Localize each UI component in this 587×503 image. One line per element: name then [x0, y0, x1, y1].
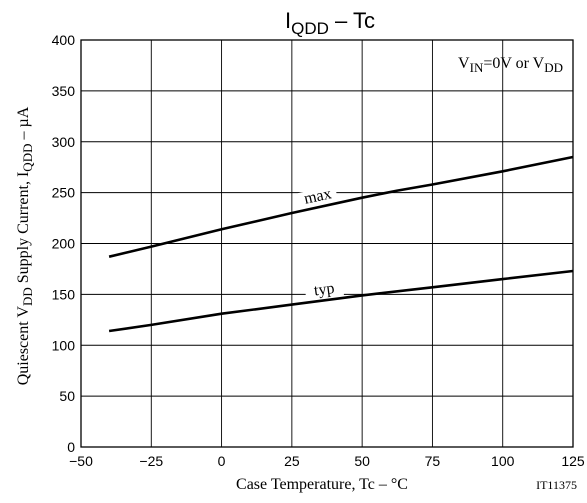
chart-title: IQDD – Tc [285, 8, 375, 38]
y-tick-label: 100 [52, 337, 76, 353]
y-tick-label: 400 [52, 32, 76, 48]
figure-code: IT11375 [536, 478, 577, 492]
y-tick-label: 250 [52, 185, 76, 201]
y-tick-label: 200 [52, 236, 76, 252]
test-condition: VIN=0V or VDD [458, 55, 563, 75]
x-tick-label: −25 [139, 453, 163, 469]
series-label-bg [297, 185, 338, 208]
x-tick-label: 25 [284, 453, 300, 469]
x-axis-label: Case Temperature, Tc – °C [236, 476, 408, 493]
y-tick-label: 50 [59, 388, 75, 404]
y-tick-label: 300 [52, 134, 76, 150]
x-tick-label: 125 [561, 453, 585, 469]
series-label-max: max [303, 185, 333, 207]
y-tick-label: 150 [52, 286, 76, 302]
series-group: max typ [108, 155, 574, 333]
y-tick-label: 350 [52, 83, 76, 99]
series-label-typ: typ [313, 280, 335, 299]
y-tick-label: 0 [67, 439, 75, 455]
x-tick-label: 0 [218, 453, 226, 469]
x-tick-label: 75 [425, 453, 441, 469]
y-tick-labels: 0 50 100 150 200 250 300 350 400 [52, 32, 76, 455]
series-label-bg [304, 279, 345, 300]
grid [81, 40, 573, 447]
y-axis-label: Quiescent VDD Supply Current, IQDD – µA [15, 106, 35, 385]
x-tick-label: 50 [354, 453, 370, 469]
series-line-max [108, 155, 574, 258]
series-line-typ [108, 269, 574, 333]
x-tick-label: 100 [491, 453, 515, 469]
plot-frame [80, 39, 574, 448]
x-tick-label: −50 [69, 453, 93, 469]
x-tick-labels: −50 −25 0 25 50 75 100 125 [69, 453, 585, 469]
